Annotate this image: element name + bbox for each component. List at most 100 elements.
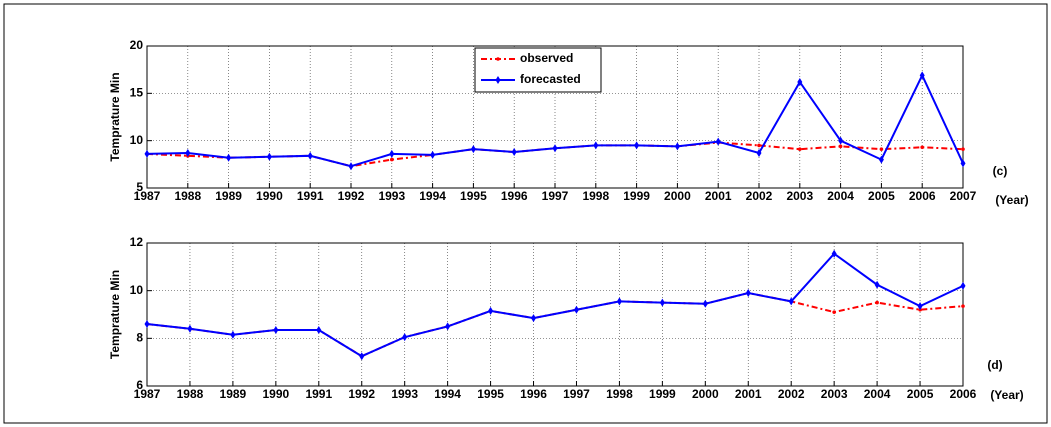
y-tick-label: 10 <box>130 133 144 147</box>
point <box>307 151 313 160</box>
x-tick-label: 1987 <box>134 189 161 203</box>
x-tick-label: 1995 <box>460 189 487 203</box>
point <box>838 136 844 145</box>
x-tick-label: 1993 <box>391 387 418 401</box>
y-tick-label: 15 <box>130 86 144 100</box>
point <box>798 147 802 151</box>
y-axis-label: Temprature Min <box>108 72 122 161</box>
point <box>874 280 880 289</box>
x-tick-label: 1987 <box>134 387 161 401</box>
legend-box <box>474 47 602 93</box>
x-tick-label: 2004 <box>864 387 891 401</box>
point <box>920 145 924 150</box>
legend-label: observed <box>520 51 573 65</box>
x-tick-label: 1998 <box>606 387 633 401</box>
point <box>348 162 354 171</box>
point <box>838 144 843 149</box>
point <box>659 298 665 307</box>
point <box>226 153 232 162</box>
point <box>390 157 394 162</box>
point <box>875 300 879 305</box>
point <box>756 148 762 157</box>
point <box>674 142 680 151</box>
x-tick-label: 1999 <box>623 189 650 203</box>
point <box>531 314 537 323</box>
point <box>402 333 408 342</box>
legend-marker <box>495 76 501 84</box>
point <box>187 324 193 333</box>
x-tick-label: 1988 <box>177 387 204 401</box>
y-tick-label: 8 <box>136 331 143 345</box>
point <box>430 150 436 159</box>
point <box>389 149 395 158</box>
point <box>832 310 836 314</box>
point <box>960 281 966 290</box>
point <box>960 159 966 168</box>
axes-box <box>146 45 964 189</box>
frame <box>3 3 1048 424</box>
x-tick-label: 1994 <box>434 387 461 401</box>
x-tick-label: 1989 <box>220 387 247 401</box>
point <box>593 141 599 150</box>
x-tick-label: 2005 <box>868 189 895 203</box>
x-tick-label: 1988 <box>174 189 201 203</box>
y-tick-label: 5 <box>136 180 143 194</box>
point <box>788 297 794 306</box>
point <box>917 302 923 311</box>
x-tick-label: 2002 <box>746 189 773 203</box>
point <box>961 147 965 151</box>
y-axis-label: Temprature Min <box>108 270 122 359</box>
point <box>230 330 236 339</box>
point <box>316 325 322 334</box>
y-tick-label: 12 <box>130 235 144 249</box>
point <box>185 148 191 157</box>
x-tick-label: 1998 <box>582 189 609 203</box>
x-tick-label: 2007 <box>950 189 977 203</box>
point <box>445 322 451 331</box>
x-tick-label: 2005 <box>907 387 934 401</box>
point <box>144 320 150 329</box>
point <box>715 137 721 146</box>
point <box>470 145 476 154</box>
point <box>616 297 622 306</box>
x-tick-label: 1991 <box>305 387 332 401</box>
x-tick-label: 1991 <box>297 189 324 203</box>
x-tick-label: 1997 <box>563 387 590 401</box>
x-tick-label: 1999 <box>649 387 676 401</box>
legend-label: forecasted <box>520 72 581 86</box>
x-tick-label: 1990 <box>262 387 289 401</box>
x-tick-label: 1989 <box>215 189 242 203</box>
point <box>488 306 494 315</box>
x-tick-label: 1996 <box>501 189 528 203</box>
point <box>702 299 708 308</box>
x-tick-label: 2003 <box>821 387 848 401</box>
x-tick-label: 2006 <box>909 189 936 203</box>
x-unit-label: (Year) <box>990 388 1023 402</box>
x-tick-label: 1994 <box>419 189 446 203</box>
x-tick-label: 1997 <box>542 189 569 203</box>
panel-label: (c) <box>993 164 1008 178</box>
x-tick-label: 2002 <box>778 387 805 401</box>
point <box>273 325 279 334</box>
point <box>961 304 965 308</box>
point <box>757 143 761 148</box>
x-unit-label: (Year) <box>995 193 1028 207</box>
y-tick-label: 6 <box>136 378 143 392</box>
point <box>511 148 517 157</box>
point <box>266 152 272 161</box>
x-tick-label: 1990 <box>256 189 283 203</box>
point <box>919 71 925 80</box>
legend-marker <box>496 57 500 61</box>
x-tick-label: 2004 <box>827 189 854 203</box>
x-tick-label: 1993 <box>378 189 405 203</box>
point <box>878 155 884 164</box>
point <box>359 352 365 361</box>
x-tick-label: 2003 <box>786 189 813 203</box>
x-tick-label: 2001 <box>735 387 762 401</box>
point <box>879 147 884 151</box>
point <box>634 141 640 150</box>
point <box>573 305 579 314</box>
panel-label: (d) <box>987 358 1002 372</box>
x-tick-label: 2000 <box>692 387 719 401</box>
